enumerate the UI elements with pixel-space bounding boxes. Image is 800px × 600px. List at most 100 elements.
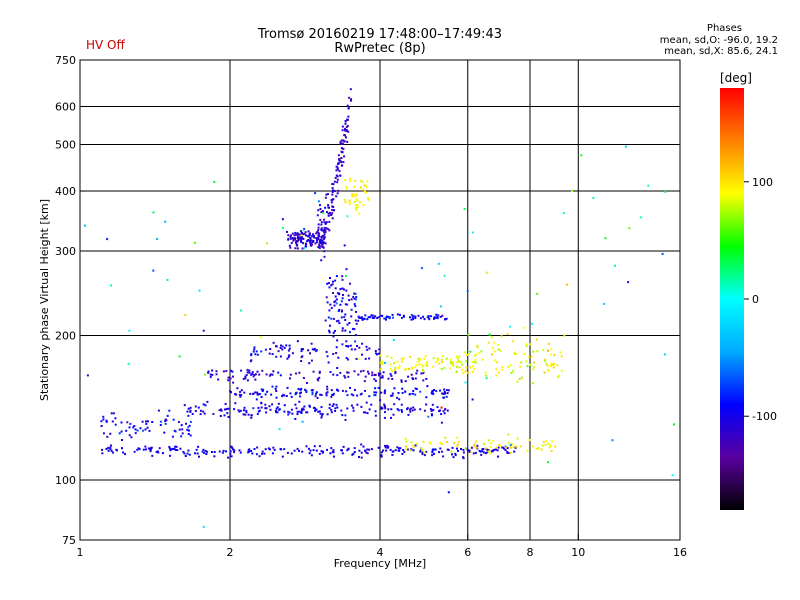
data-point: [296, 232, 299, 235]
data-point: [335, 195, 338, 198]
data-point: [355, 310, 357, 313]
data-point: [384, 407, 387, 410]
data-point: [239, 395, 242, 398]
data-point: [332, 292, 334, 294]
data-point: [205, 453, 208, 455]
data-point: [354, 179, 357, 182]
data-point: [304, 243, 307, 246]
data-point: [125, 429, 128, 432]
data-point: [347, 371, 350, 374]
data-point: [308, 236, 311, 239]
data-point: [237, 409, 240, 412]
data-point: [441, 355, 444, 358]
data-point: [242, 377, 245, 380]
data-point: [560, 369, 563, 372]
data-point: [365, 186, 368, 189]
data-point: [149, 450, 152, 453]
data-point: [430, 409, 433, 412]
data-point: [381, 315, 384, 317]
data-point: [366, 370, 369, 373]
data-point: [308, 362, 311, 365]
data-point: [261, 450, 264, 453]
data-point: [337, 389, 340, 392]
data-point: [423, 409, 426, 412]
data-point: [306, 240, 309, 243]
data-point: [343, 374, 346, 377]
data-point: [302, 377, 305, 379]
data-point: [345, 136, 347, 139]
data-point: [207, 370, 210, 373]
data-point: [188, 424, 191, 427]
data-point: [508, 444, 511, 447]
data-point: [347, 358, 350, 361]
data-point: [527, 356, 530, 359]
data-point: [378, 316, 381, 318]
data-point: [389, 363, 392, 366]
data-point: [398, 313, 401, 316]
data-point: [396, 408, 399, 411]
data-point: [220, 408, 222, 411]
data-point: [456, 361, 459, 364]
data-point: [410, 313, 413, 316]
data-point: [330, 201, 333, 204]
data-point: [134, 428, 137, 431]
data-point: [427, 415, 430, 418]
data-point: [297, 238, 300, 241]
data-point: [314, 395, 317, 398]
data-point: [380, 363, 383, 365]
data-point: [531, 445, 534, 448]
data-point: [296, 236, 299, 239]
data-point: [544, 443, 547, 446]
data-point: [333, 455, 335, 458]
data-point: [332, 183, 335, 186]
data-point: [231, 446, 234, 449]
data-point: [532, 350, 535, 353]
data-point: [557, 375, 560, 378]
data-point: [229, 450, 232, 453]
data-point: [252, 407, 255, 410]
data-point: [303, 405, 306, 408]
data-point: [509, 325, 511, 328]
data-point: [335, 169, 338, 172]
data-point: [338, 170, 341, 173]
data-point: [553, 353, 556, 356]
data-point: [320, 227, 323, 230]
data-point: [345, 345, 348, 347]
data-point: [319, 393, 322, 396]
data-point: [294, 231, 297, 234]
data-point: [345, 340, 348, 343]
data-point: [385, 318, 387, 321]
data-point: [341, 151, 344, 154]
data-point: [392, 450, 395, 453]
data-point: [446, 392, 449, 395]
data-point: [290, 408, 293, 411]
data-point: [244, 413, 247, 416]
data-point: [234, 402, 237, 405]
data-point: [133, 425, 136, 427]
data-point: [390, 374, 393, 377]
data-point: [268, 352, 271, 355]
data-point: [313, 445, 316, 448]
data-point: [355, 198, 358, 201]
data-point: [394, 366, 397, 369]
data-point: [547, 349, 549, 352]
data-point: [411, 392, 414, 395]
data-point: [323, 241, 326, 244]
data-point: [462, 451, 465, 454]
data-point: [379, 376, 382, 379]
data-point: [563, 334, 566, 337]
data-point: [445, 395, 448, 398]
data-point: [230, 445, 233, 448]
data-point: [294, 393, 297, 396]
data-point: [213, 180, 216, 183]
data-point: [451, 363, 454, 366]
data-point: [256, 393, 259, 396]
data-point: [266, 390, 269, 393]
data-point: [188, 429, 190, 432]
data-point: [332, 451, 335, 454]
data-point: [469, 366, 471, 369]
data-point: [426, 385, 429, 388]
data-point: [408, 408, 411, 411]
data-point: [516, 437, 519, 440]
data-point: [439, 389, 442, 392]
